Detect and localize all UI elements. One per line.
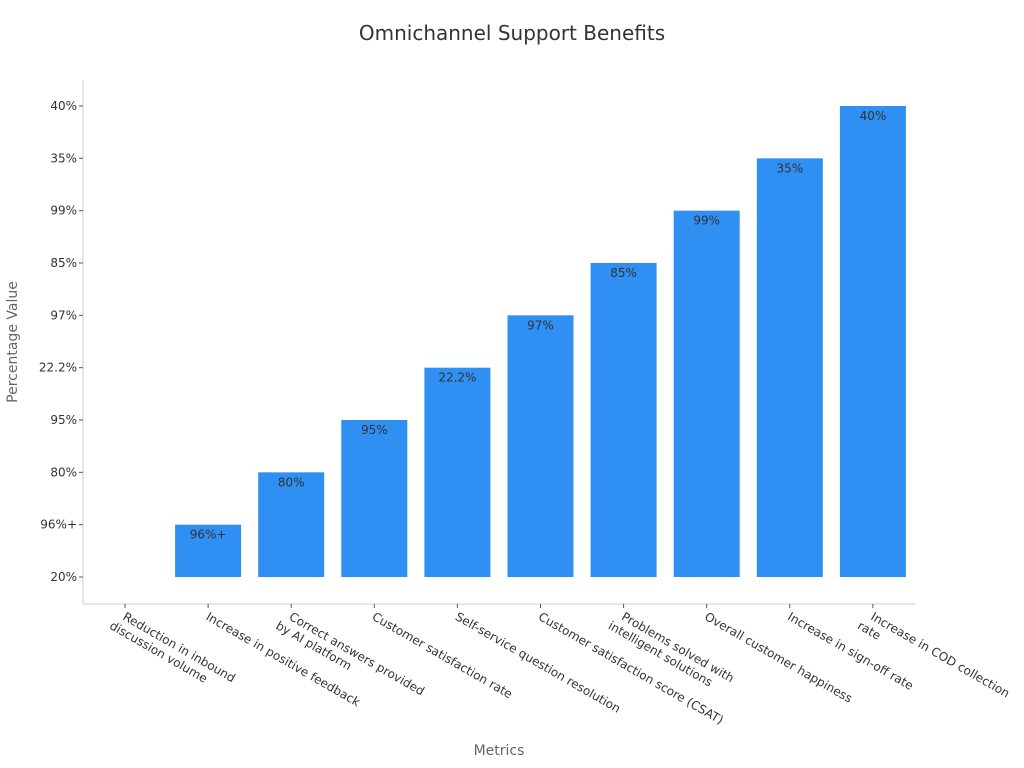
- y-tick-label: 20%: [50, 570, 77, 584]
- bar: [507, 315, 574, 577]
- bar: [590, 263, 657, 577]
- bar: [258, 472, 325, 577]
- bar: [341, 420, 408, 577]
- y-tick-label: 95%: [50, 413, 77, 427]
- x-tick-label: Customer satisfaction rate: [370, 609, 515, 701]
- y-axis-label: Percentage Value: [5, 281, 21, 403]
- y-tick-label: 85%: [50, 256, 77, 270]
- y-tick-label: 35%: [50, 151, 77, 165]
- bar: [424, 367, 491, 577]
- chart-title: Omnichannel Support Benefits: [359, 21, 665, 45]
- y-tick-label: 80%: [50, 465, 77, 479]
- y-tick-label: 22.2%: [39, 361, 77, 375]
- x-axis-label: Metrics: [474, 743, 525, 759]
- y-tick-label: 97%: [50, 308, 77, 322]
- y-tick-label: 99%: [50, 204, 77, 218]
- bar: [839, 106, 906, 577]
- bar: [756, 158, 823, 578]
- data-label: 96%+: [190, 528, 227, 542]
- data-label: 80%: [278, 475, 305, 489]
- x-tick-label: Self-service question resolution: [453, 609, 623, 715]
- y-tick-label: 96%+: [40, 518, 77, 532]
- data-label: 97%: [527, 318, 554, 332]
- bar: [175, 524, 242, 577]
- y-tick-label: 40%: [50, 99, 77, 113]
- x-tick-label: Overall customer happiness: [702, 609, 855, 705]
- bar: [673, 210, 740, 577]
- data-label: 40%: [860, 109, 887, 123]
- data-label: 95%: [361, 423, 388, 437]
- data-label: 99%: [693, 214, 720, 228]
- data-label: 35%: [776, 161, 803, 175]
- data-label: 85%: [610, 266, 637, 280]
- data-label: 22.2%: [438, 371, 476, 385]
